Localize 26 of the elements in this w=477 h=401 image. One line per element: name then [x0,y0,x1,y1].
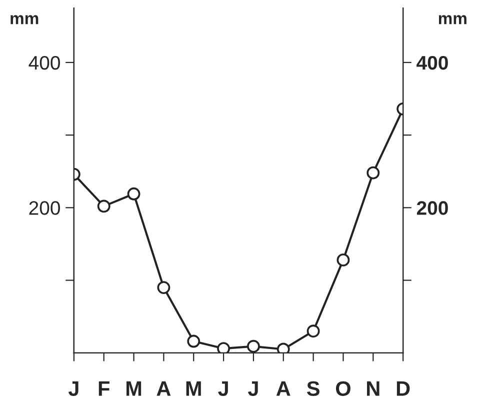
point [366,166,380,180]
point [157,281,170,294]
x-tick-label: A [276,381,290,396]
y2-tick-label: 200 [416,201,448,215]
x-tick-label: M [126,381,142,396]
point [247,340,260,353]
point [217,342,230,353]
x-tick-label: D [396,381,410,396]
x-tick-label: M [186,381,201,396]
x-tick-label: A [156,381,171,396]
point [127,187,140,200]
y2-axis-title: mm [438,15,466,24]
x-tick-label: F [98,381,110,396]
x-tick-label: J [218,381,228,396]
y2-tick-label: 400 [416,56,448,70]
x-tick-label: J [248,381,258,396]
x-tick-label: J [68,381,78,396]
point [336,253,350,266]
point [97,200,110,213]
point [187,334,200,348]
x-tick-label: O [336,381,350,396]
x-tick-label: S [306,381,320,396]
point [306,324,320,338]
x-tick-label: N [367,381,380,396]
point [276,342,290,353]
y-axis-title: mm [10,15,38,24]
